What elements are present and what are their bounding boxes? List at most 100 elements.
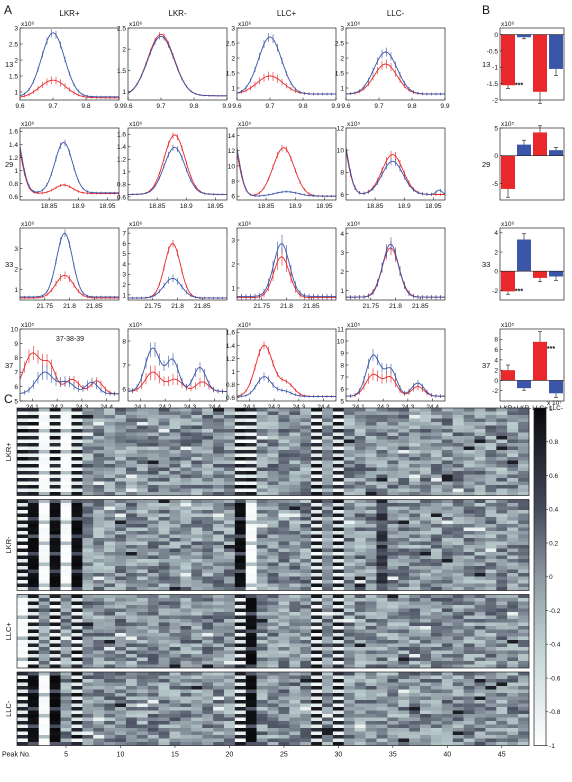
heatmap-cell xyxy=(202,622,214,627)
heatmap-cell xyxy=(115,633,127,637)
heatmap-cell xyxy=(332,538,344,542)
x-tick-label: 18.9 xyxy=(398,203,411,210)
heatmap-cell xyxy=(17,457,29,461)
heatmap-cell xyxy=(191,517,203,521)
y-tick-label: 7 xyxy=(122,231,126,238)
heatmap-cell xyxy=(485,707,497,711)
heatmap-cell xyxy=(82,636,94,641)
heatmap-cell xyxy=(365,640,377,644)
heatmap-cell xyxy=(49,520,61,525)
heatmap-cell xyxy=(169,408,181,412)
heatmap-cell xyxy=(474,503,486,507)
heatmap-cell xyxy=(441,555,453,560)
heatmap-cell xyxy=(332,661,344,665)
heatmap-cell xyxy=(202,513,214,518)
heatmap-cell xyxy=(234,615,246,620)
heatmap-cell xyxy=(125,640,137,644)
heatmap-cell xyxy=(115,531,127,535)
heatmap-cell xyxy=(300,622,312,627)
heatmap-cell xyxy=(365,664,377,669)
heatmap-cell xyxy=(256,415,268,419)
heatmap-cell xyxy=(409,471,421,475)
heatmap-cell xyxy=(202,510,214,514)
y-tick-label: 2 xyxy=(231,55,235,62)
heatmap-cell xyxy=(311,566,323,570)
heatmap-cell xyxy=(474,714,486,718)
heatmap-cell xyxy=(49,460,61,465)
heatmap-cell xyxy=(463,415,475,419)
x-tick-label: 40 xyxy=(443,752,451,759)
heatmap-cell xyxy=(256,436,268,440)
heatmap-cell xyxy=(278,657,290,662)
heatmap-cell xyxy=(223,492,236,496)
heatmap-cell xyxy=(256,640,268,644)
y-tick-label: 6 xyxy=(494,347,498,354)
heatmap-cell xyxy=(245,643,257,648)
y-tick-label: 0 xyxy=(494,269,498,276)
heatmap-cell xyxy=(409,499,421,504)
heatmap-cell xyxy=(278,672,290,676)
heatmap-cell xyxy=(202,562,214,567)
heatmap-cell xyxy=(82,510,94,514)
heatmap-cell xyxy=(158,657,170,662)
heatmap-cell xyxy=(441,587,453,591)
heatmap-cell xyxy=(354,633,366,637)
heatmap-cell xyxy=(311,569,323,574)
heatmap-cell xyxy=(343,601,355,606)
heatmap-cell xyxy=(343,615,355,620)
heatmap-cell xyxy=(125,503,137,507)
heatmap-cell xyxy=(191,520,203,525)
heatmap-cell xyxy=(245,467,257,472)
heatmap-cell xyxy=(17,675,29,680)
heatmap-cell xyxy=(267,605,279,609)
heatmap-cell xyxy=(300,626,312,630)
heatmap-cell xyxy=(496,552,508,556)
heatmap-cell xyxy=(409,503,421,507)
heatmap-cell xyxy=(158,569,170,574)
heatmap-cell xyxy=(343,499,355,504)
heatmap-cell xyxy=(485,583,497,588)
heatmap-cell xyxy=(245,696,257,701)
heatmap-cell xyxy=(71,650,83,655)
heatmap-cell xyxy=(202,569,214,574)
heatmap-cell xyxy=(93,731,105,736)
heatmap-cell xyxy=(420,569,432,574)
heatmap-cell xyxy=(507,640,519,644)
heatmap-cell xyxy=(147,464,159,468)
heatmap-cell xyxy=(430,580,442,584)
bar xyxy=(549,380,563,394)
heatmap-cell xyxy=(180,562,192,567)
heatmap-cell xyxy=(474,520,486,525)
blue-error-bars xyxy=(24,229,115,298)
heatmap-cell xyxy=(256,728,268,732)
heatmap-cell xyxy=(71,552,83,556)
heatmap-cell xyxy=(223,545,236,549)
heatmap-cell xyxy=(430,422,442,426)
axes-box xyxy=(499,328,565,402)
heatmap-cell xyxy=(49,478,61,482)
heatmap-cell xyxy=(49,506,61,511)
heatmap-cell xyxy=(158,552,170,556)
heatmap-cell xyxy=(311,594,323,599)
heatmap-cell xyxy=(169,615,181,620)
heatmap-cell xyxy=(518,411,530,416)
heatmap-cell xyxy=(365,605,377,609)
heatmap-cell xyxy=(169,583,181,588)
heatmap-cell xyxy=(234,408,246,412)
heatmap-cell xyxy=(169,724,181,729)
heatmap-cell xyxy=(191,534,203,539)
heatmap-cell xyxy=(256,576,268,581)
heatmap-cell xyxy=(191,488,203,493)
heatmap-cell xyxy=(343,562,355,567)
heatmap-cell xyxy=(234,724,246,729)
y-tick-label: 1.6 xyxy=(117,132,126,139)
heatmap-cell xyxy=(485,513,497,518)
heatmap-cell xyxy=(158,601,170,606)
heatmap-cell xyxy=(213,506,225,511)
heatmap-cell xyxy=(354,710,366,715)
heatmap-cell xyxy=(180,446,192,451)
heatmap-cell xyxy=(311,510,323,514)
heatmap-cell xyxy=(300,689,312,694)
